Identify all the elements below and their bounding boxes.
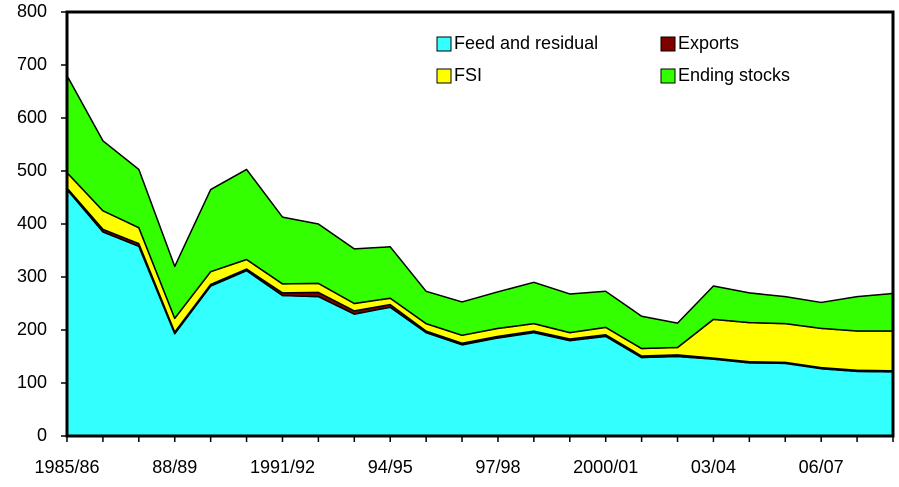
y-tick-label: 300 <box>17 266 47 286</box>
y-tick-label: 600 <box>17 107 47 127</box>
x-tick-label: 1985/86 <box>34 457 99 477</box>
x-tick-label: 97/98 <box>475 457 520 477</box>
legend-label: FSI <box>454 65 482 85</box>
y-tick-label: 100 <box>17 372 47 392</box>
y-tick-label: 800 <box>17 1 47 21</box>
legend-label: Ending stocks <box>678 65 790 85</box>
legend-swatch <box>436 68 452 84</box>
x-tick-label: 88/89 <box>152 457 197 477</box>
x-tick-label: 94/95 <box>368 457 413 477</box>
y-tick-label: 400 <box>17 213 47 233</box>
y-tick-label: 700 <box>17 54 47 74</box>
x-tick-label: 03/04 <box>691 457 736 477</box>
y-tick-label: 200 <box>17 319 47 339</box>
x-tick-label: 2000/01 <box>573 457 638 477</box>
legend-swatch <box>660 68 676 84</box>
legend-swatch <box>660 36 676 52</box>
legend-label: Exports <box>678 33 739 53</box>
y-tick-label: 500 <box>17 160 47 180</box>
y-tick-label: 0 <box>37 425 47 445</box>
x-tick-label: 1991/92 <box>250 457 315 477</box>
legend-label: Feed and residual <box>454 33 598 53</box>
x-tick-label: 06/07 <box>799 457 844 477</box>
legend-swatch <box>436 36 452 52</box>
